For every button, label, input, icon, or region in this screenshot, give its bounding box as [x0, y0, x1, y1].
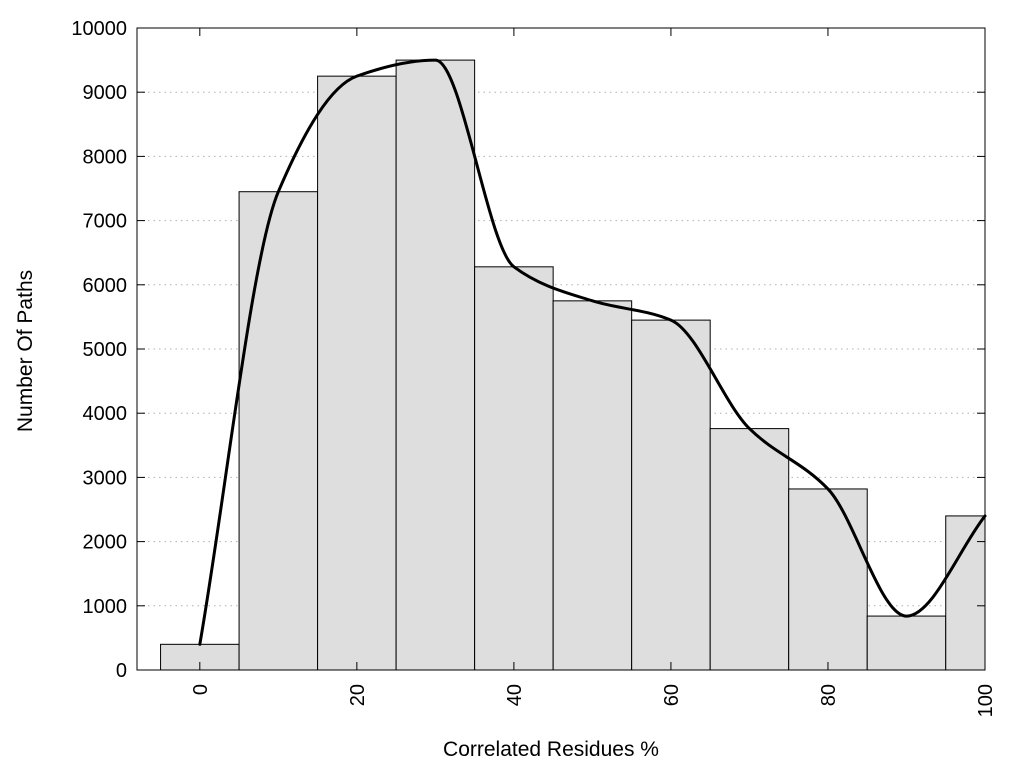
x-tick-label-80: 80 [818, 684, 840, 706]
bar-20 [317, 75, 397, 671]
smoothed-curve-layer [198, 58, 987, 646]
y-tick-label-8000: 8000 [83, 146, 128, 168]
y-tick-label-0: 0 [116, 660, 127, 682]
bar-100 [945, 515, 986, 671]
bar-50 [552, 300, 633, 671]
x-tick-label-40: 40 [504, 684, 526, 706]
bar-40 [474, 266, 554, 671]
x-axis-title: Correlated Residues % [443, 738, 659, 761]
y-tick-label-3000: 3000 [83, 467, 128, 489]
x-tick-label-60: 60 [661, 684, 683, 706]
y-tick-label-6000: 6000 [83, 275, 128, 297]
x-tick-label-100: 100 [975, 684, 997, 717]
bar-10 [238, 191, 319, 671]
y-tick-label-7000: 7000 [83, 211, 128, 233]
x-tick-label-0: 0 [190, 684, 212, 695]
smoothed-curve [198, 58, 987, 646]
x-tick-label-20: 20 [347, 684, 369, 706]
y-tick-label-2000: 2000 [83, 532, 128, 554]
y-tick-label-10000: 10000 [71, 18, 127, 40]
bar-30 [395, 59, 476, 671]
y-tick-label-5000: 5000 [83, 339, 128, 361]
y-tick-label-4000: 4000 [83, 403, 128, 425]
y-tick-label-1000: 1000 [83, 596, 128, 618]
bar-70 [709, 428, 790, 671]
histogram-bars [160, 59, 986, 671]
y-tick-label-9000: 9000 [83, 82, 128, 104]
y-axis-ticks: 0 1000 2000 3000 4000 5000 6000 7000 8000 9000 100… [71, 18, 985, 682]
bar-90 [866, 615, 947, 671]
x-axis-ticks: 0 20 40 60 80 100 [190, 28, 997, 717]
bar-80 [788, 488, 868, 671]
bar-60 [631, 319, 711, 671]
y-axis-title: Number Of Paths [14, 270, 37, 432]
